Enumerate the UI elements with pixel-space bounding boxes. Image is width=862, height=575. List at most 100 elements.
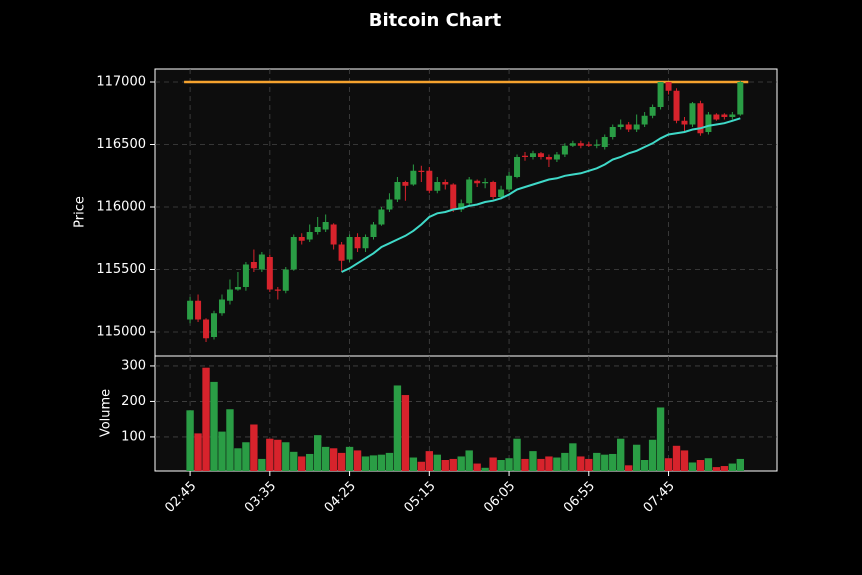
candle-body [434, 182, 441, 191]
x-tick-label: 02:45 [162, 479, 199, 516]
candle-body [641, 115, 648, 125]
x-tick-label: 07:45 [641, 479, 678, 516]
moving-average-line [341, 117, 741, 273]
y-tick-label: 117000 [96, 75, 146, 90]
volume-bar [640, 459, 649, 471]
volume-bar [601, 454, 609, 471]
candle-body [290, 237, 297, 270]
candle-body [402, 182, 409, 186]
candle-body [617, 124, 624, 127]
candle-body [529, 153, 536, 157]
volume-bar [234, 448, 242, 471]
volume-bar [648, 439, 657, 471]
volume-bar [441, 459, 449, 471]
volume-bar [704, 458, 713, 471]
volume-bar [337, 452, 346, 471]
volume-bar [537, 458, 545, 471]
y-tick-label: 115000 [96, 325, 146, 340]
volume-bar [720, 466, 729, 471]
volume-bar [186, 410, 194, 471]
candle-body [522, 155, 529, 157]
candle-body [689, 103, 696, 125]
candle-body [203, 319, 210, 339]
volume-bar [457, 456, 465, 471]
volume-bar [210, 381, 218, 471]
candle-body [577, 143, 584, 146]
candle-body [466, 179, 473, 204]
candle-body [537, 153, 544, 157]
candle-body [729, 114, 736, 117]
volume-bar [385, 452, 394, 471]
volume-bar [242, 442, 250, 471]
candle-body [490, 182, 497, 197]
y-tick-label: 100 [121, 429, 146, 444]
candle-body [474, 180, 481, 184]
volume-bar [417, 461, 426, 471]
candle-body [195, 300, 202, 320]
candle-body [585, 144, 592, 146]
volume-bar [353, 450, 362, 471]
volume-bar [593, 452, 601, 471]
volume-bar [664, 458, 673, 471]
volume-bar [561, 452, 569, 471]
y-tick-label: 115500 [96, 262, 146, 277]
candle-body [553, 154, 560, 160]
volume-bar [473, 463, 481, 471]
candle-body [458, 203, 465, 210]
volume-bar [585, 458, 593, 471]
volume-bar [449, 458, 457, 471]
volume-bar [274, 439, 282, 471]
candle-body [426, 170, 433, 191]
candle-body [721, 114, 728, 117]
candle-body [338, 244, 345, 261]
candle-body [306, 232, 313, 240]
candle-body [498, 189, 505, 197]
volume-bar [505, 458, 513, 471]
volume-bar [266, 438, 274, 471]
candle-body [545, 157, 552, 160]
volume-bar [696, 459, 705, 471]
volume-bar [409, 457, 418, 471]
volume-bar [282, 442, 290, 471]
volume-bar [361, 456, 370, 471]
candle-body [298, 237, 305, 241]
y-tick-label: 200 [121, 394, 146, 409]
volume-bar [497, 459, 505, 471]
candle-body [625, 124, 632, 130]
volume-bar [656, 407, 665, 471]
x-tick-label: 04:25 [322, 479, 359, 516]
candle-body [681, 120, 688, 125]
candle-body [514, 157, 521, 177]
candle-body [410, 170, 417, 185]
volume-bar [481, 467, 489, 471]
volume-bar [345, 446, 354, 471]
candle-body [673, 90, 680, 121]
candle-body [418, 170, 425, 172]
volume-bar [321, 446, 330, 471]
volume-bar [609, 453, 617, 471]
candle-body [649, 107, 656, 116]
volume-bar [313, 435, 322, 471]
volume-bar [545, 456, 553, 471]
volume-bar [632, 444, 641, 471]
volume-bar [617, 438, 625, 471]
volume-bar [226, 409, 234, 471]
candle-body [346, 237, 353, 260]
candle-body [697, 103, 704, 134]
candle-body [322, 222, 329, 230]
volume-bar [513, 438, 521, 471]
candle-body [218, 299, 225, 314]
volume-bar [369, 455, 378, 471]
volume-bar [577, 456, 585, 471]
volume-bar [401, 395, 410, 471]
candle-body [506, 175, 513, 190]
candle-body [274, 289, 281, 291]
candle-body [561, 145, 568, 155]
candle-body [266, 257, 273, 290]
candle-body [593, 144, 600, 146]
candle-body [713, 114, 720, 120]
volume-bar [329, 448, 338, 471]
volume-bar [298, 456, 306, 471]
candle-body [211, 313, 218, 337]
